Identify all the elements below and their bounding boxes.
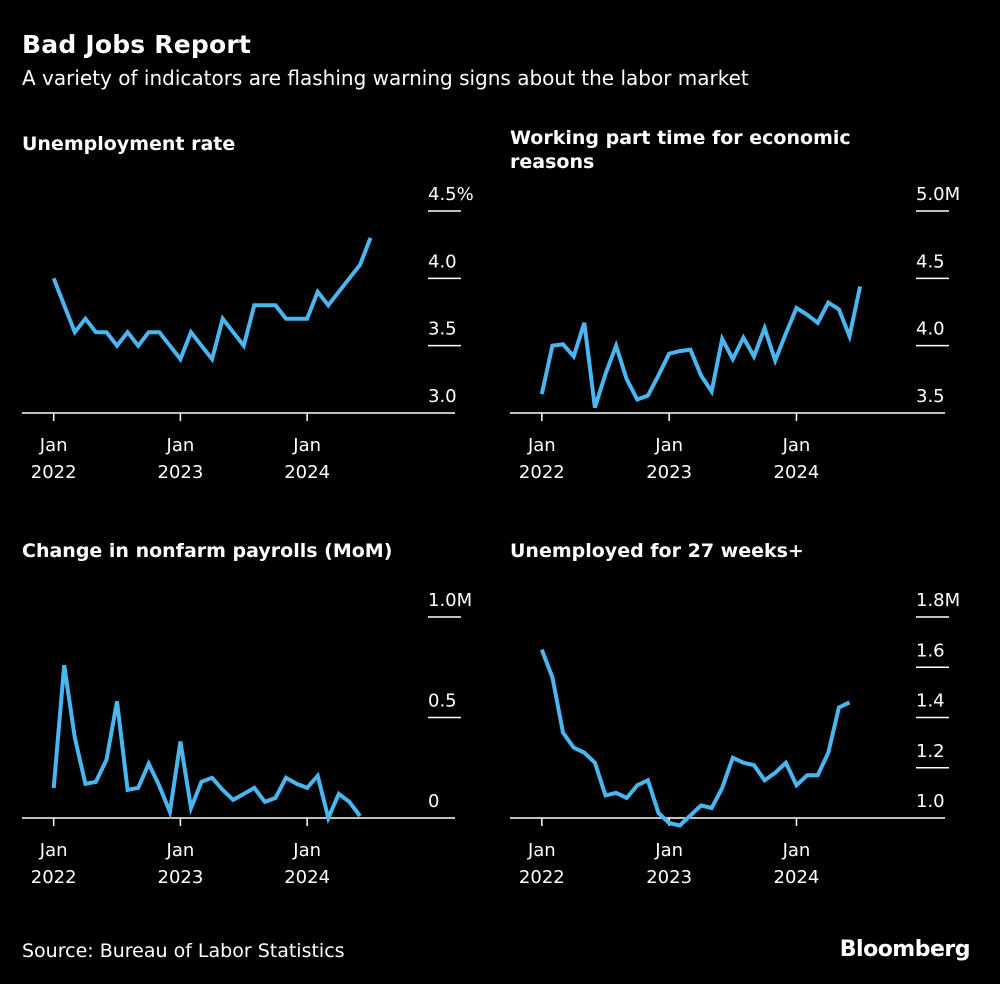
y-tick-label: 4.5%: [428, 184, 474, 205]
x-tick-label: Jan: [39, 435, 68, 456]
series-line: [51, 664, 362, 825]
x-tick-label: Jan: [292, 840, 321, 861]
chart-panel-3: Change in nonfarm payrolls (MoM) 0 0.5 1.0M…: [22, 540, 472, 888]
panel-title: Unemployed for 27 weeks+: [510, 540, 804, 562]
x-tick-label: 2023: [646, 462, 692, 483]
y-tick-label: 4.5: [916, 251, 945, 272]
x-tick-label: Jan: [39, 840, 68, 861]
source-note: Source: Bureau of Labor Statistics: [22, 940, 345, 962]
chart-panel-4: Unemployed for 27 weeks+ 1.0 1.2 1.4 1.6 1.8M…: [510, 540, 960, 888]
panel-title: Working part time for economic: [510, 127, 851, 149]
x-tick-label: 2022: [519, 462, 565, 483]
chart-title: Bad Jobs Report: [22, 30, 252, 59]
y-tick-label: 3.5: [916, 386, 945, 407]
series-line: [51, 237, 373, 364]
y-tick-label: 1.4: [916, 691, 945, 712]
y-tick-label: 1.2: [916, 741, 945, 762]
y-tick-label: 4.0: [916, 319, 945, 340]
x-tick-label: 2024: [284, 462, 330, 483]
x-tick-label: Jan: [166, 840, 195, 861]
chart-subtitle: A variety of indicators are flashing war…: [22, 66, 749, 90]
y-tick-label: 1.8M: [916, 590, 960, 611]
panel-title: Unemployment rate: [22, 133, 235, 155]
x-tick-label: Jan: [166, 435, 195, 456]
y-tick-label: 0.5: [428, 691, 457, 712]
bloomberg-logo: Bloomberg: [839, 937, 971, 962]
x-tick-label: 2023: [158, 867, 204, 888]
y-tick-label: 0: [428, 791, 439, 812]
y-tick-label: 1.6: [916, 640, 945, 661]
x-tick-label: 2024: [774, 462, 820, 483]
x-tick-label: Jan: [292, 435, 321, 456]
x-tick-label: Jan: [654, 840, 683, 861]
series-line: [539, 285, 863, 409]
x-tick-label: Jan: [527, 435, 556, 456]
chart-panel-1: Unemployment rate 3.0 3.5 4.0 4.5% Jan 2022 Jan…: [22, 133, 474, 483]
x-tick-label: Jan: [527, 840, 556, 861]
x-tick-label: 2022: [519, 867, 565, 888]
x-tick-label: 2022: [31, 867, 77, 888]
y-tick-label: 3.5: [428, 319, 457, 340]
x-tick-label: Jan: [782, 840, 811, 861]
x-tick-label: 2023: [158, 462, 204, 483]
panel-title: Change in nonfarm payrolls (MoM): [22, 540, 392, 562]
x-tick-label: 2024: [284, 867, 330, 888]
panel-title: reasons: [510, 151, 594, 173]
x-tick-label: 2023: [646, 867, 692, 888]
y-tick-label: 5.0M: [916, 184, 960, 205]
series-line: [539, 648, 851, 828]
x-tick-label: 2024: [774, 867, 820, 888]
y-tick-label: 3.0: [428, 386, 457, 407]
y-tick-label: 1.0M: [428, 590, 472, 611]
x-tick-label: Jan: [654, 435, 683, 456]
x-tick-label: 2022: [31, 462, 77, 483]
y-tick-label: 1.0: [916, 791, 945, 812]
y-tick-label: 4.0: [428, 251, 457, 272]
x-tick-label: Jan: [782, 435, 811, 456]
